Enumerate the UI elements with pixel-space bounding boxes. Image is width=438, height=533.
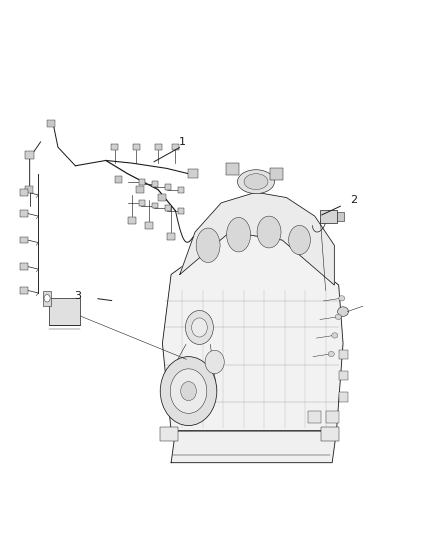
Circle shape [191,318,207,337]
Bar [308,411,321,423]
Bar [321,426,339,441]
Ellipse shape [339,296,345,301]
FancyBboxPatch shape [270,168,283,180]
Bar [133,144,140,150]
Bar [139,179,145,184]
Circle shape [205,350,224,374]
Bar [339,392,348,402]
Text: 1: 1 [179,137,186,147]
Bar [155,144,162,150]
Bar [43,292,51,306]
Bar [178,208,184,214]
Circle shape [160,357,217,425]
Bar [20,189,28,196]
Bar [145,222,153,229]
Bar [20,237,28,244]
Bar [178,187,184,192]
Ellipse shape [244,174,268,190]
Text: 2: 2 [350,195,357,205]
Bar [158,195,166,201]
Bar [188,169,198,178]
Ellipse shape [257,216,281,248]
Polygon shape [180,192,334,285]
Ellipse shape [226,217,251,252]
Bar [167,233,175,240]
Bar [20,210,28,217]
Bar [165,205,171,211]
Bar [20,263,28,270]
Bar [339,350,348,359]
Bar [165,184,171,190]
Bar [25,151,34,159]
Circle shape [170,369,207,414]
Bar [47,120,55,127]
Circle shape [181,382,196,401]
Bar [152,181,158,187]
Ellipse shape [335,314,341,319]
Circle shape [44,295,50,302]
Ellipse shape [332,333,338,338]
Ellipse shape [338,307,349,317]
Bar [25,187,33,193]
Ellipse shape [328,351,334,357]
Ellipse shape [237,169,275,193]
Bar [325,411,339,423]
Bar [49,298,80,325]
FancyBboxPatch shape [226,163,240,175]
Bar [160,426,178,441]
Bar [136,187,144,193]
Bar [339,371,348,381]
Bar [139,200,145,206]
Bar [321,211,337,223]
Ellipse shape [196,228,220,263]
Bar [152,203,158,208]
Bar [337,213,344,221]
Circle shape [185,311,213,344]
Bar [111,144,118,150]
Ellipse shape [289,225,311,255]
Polygon shape [171,431,336,463]
Polygon shape [162,232,343,431]
Bar [128,217,136,224]
Text: 3: 3 [74,290,81,301]
Bar [20,287,28,294]
Bar [115,176,122,183]
Bar [172,144,179,150]
